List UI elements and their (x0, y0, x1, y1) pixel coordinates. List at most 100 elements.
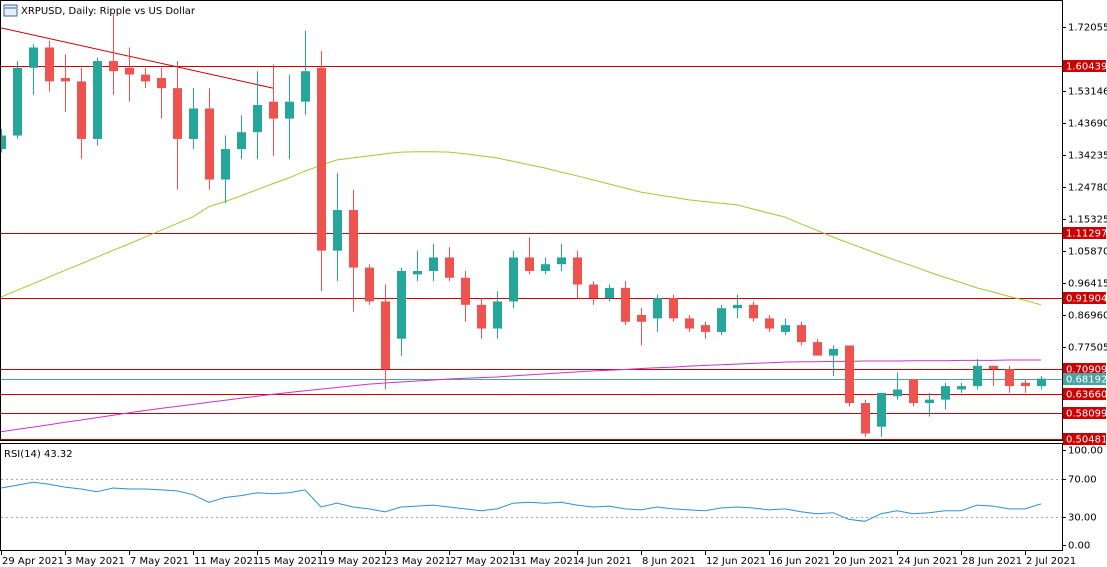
candle-body (77, 81, 86, 139)
level-label-box (1063, 292, 1106, 304)
candle-body (317, 67, 326, 251)
candle-body (973, 365, 982, 387)
candle-body (221, 149, 230, 180)
candle-body (573, 257, 582, 285)
x-tick-label: 29 Apr 2021 (2, 556, 64, 567)
candle-body (429, 257, 438, 271)
y-tick-label: 0.96415 (1068, 279, 1107, 290)
candle-body (845, 345, 854, 404)
candle-body (541, 264, 550, 271)
candle-body (349, 210, 358, 268)
candle-body (205, 108, 214, 180)
level-label-box (1063, 433, 1106, 445)
candle-body (141, 74, 150, 82)
candle-body (461, 277, 470, 305)
candle-body (941, 386, 950, 400)
candle-body (605, 287, 614, 299)
level-label-box (1063, 60, 1106, 72)
candle-body (413, 270, 422, 275)
candle-body (1021, 382, 1030, 387)
candle-body (365, 267, 374, 302)
candle-body (701, 325, 710, 332)
candle-body (509, 257, 518, 302)
candle-body (861, 403, 870, 434)
icon-frame (3, 4, 18, 17)
candle-body (157, 77, 166, 89)
x-tick-label: 31 May 2021 (514, 556, 579, 567)
y-tick-label: 1.53146 (1068, 87, 1107, 98)
level-label: 0.50481 (1066, 435, 1107, 446)
candle-body (925, 399, 934, 404)
level-label: 0.91904 (1066, 294, 1107, 305)
x-tick-label: 2 Jul 2021 (1026, 556, 1076, 567)
level-label: 1.11297 (1066, 229, 1107, 240)
candle-body (877, 392, 886, 427)
level-label-box (1063, 227, 1106, 239)
candle-body (29, 47, 38, 68)
level-label-box (1063, 388, 1106, 400)
y-tick-label: 1.15325 (1068, 215, 1107, 226)
rsi-panel-frame (0, 443, 1063, 551)
moving-average-line (1, 359, 1041, 433)
x-tick-label: 7 May 2021 (130, 556, 189, 567)
level-label: 1.60439 (1066, 62, 1107, 73)
x-tick-label: 28 Jun 2021 (962, 556, 1022, 567)
candle-body (125, 67, 134, 75)
y-tick-label: 1.72055 (1068, 23, 1107, 34)
candle-body (253, 105, 262, 133)
level-label-box (1063, 407, 1106, 419)
y-tick-label: 1.05870 (1068, 247, 1107, 258)
level-label: 0.63660 (1066, 390, 1107, 401)
rsi-title: RSI(14) 43.32 (4, 449, 73, 460)
plot-area (1, 13, 1062, 440)
moving-average-line (1, 151, 1042, 306)
candle-body (189, 108, 198, 139)
x-tick-label: 11 May 2021 (194, 556, 259, 567)
level-label: 0.70909 (1066, 365, 1107, 376)
candle-body (445, 257, 454, 278)
candle-body (781, 325, 790, 332)
x-tick-label: 4 Jun 2021 (578, 556, 632, 567)
main-panel-frame (0, 0, 1063, 441)
candle-body (285, 101, 294, 119)
y-tick-label: 1.43690 (1068, 119, 1107, 130)
chart-title: XRPUSD, Daily: Ripple vs US Dollar (21, 6, 196, 17)
candle-body (637, 314, 646, 322)
x-tick-label: 15 May 2021 (258, 556, 323, 567)
plot-inner (1, 13, 1062, 440)
candle-body (589, 284, 598, 299)
candle-body (381, 301, 390, 370)
candle-body (813, 342, 822, 356)
y-tick-label: 70.00 (1068, 475, 1097, 486)
candle-body (685, 318, 694, 329)
y-tick-label: 100.00 (1068, 446, 1103, 457)
y-tick-label: 0.77505 (1068, 343, 1107, 354)
candle-body (797, 325, 806, 343)
y-tick-label: 1.24780 (1068, 183, 1107, 194)
candle-body (1005, 369, 1014, 387)
candle-body (109, 61, 118, 72)
candle-body (765, 318, 774, 329)
y-tick-label: 0.00 (1068, 541, 1090, 552)
y-tick-label: 30.00 (1068, 513, 1097, 524)
x-tick-label: 20 Jun 2021 (834, 556, 894, 567)
candle-body (557, 257, 566, 265)
candle-body (1037, 378, 1046, 387)
candle-body (893, 389, 902, 397)
candle-body (237, 132, 246, 150)
x-tick-label: 23 May 2021 (386, 556, 451, 567)
x-tick-label: 19 May 2021 (322, 556, 387, 567)
x-tick-label: 8 Jun 2021 (642, 556, 696, 567)
level-label-box (1063, 363, 1106, 375)
candle-body (989, 365, 998, 370)
candle-body (61, 77, 70, 82)
candle-body (93, 61, 102, 139)
candle-body (333, 210, 342, 251)
candle-body (301, 71, 310, 102)
y-tick-label: 0.86960 (1068, 311, 1107, 322)
candle-body (653, 298, 662, 319)
x-tick-label: 24 Jun 2021 (898, 556, 958, 567)
y-tick-label: 1.34235 (1068, 151, 1107, 162)
